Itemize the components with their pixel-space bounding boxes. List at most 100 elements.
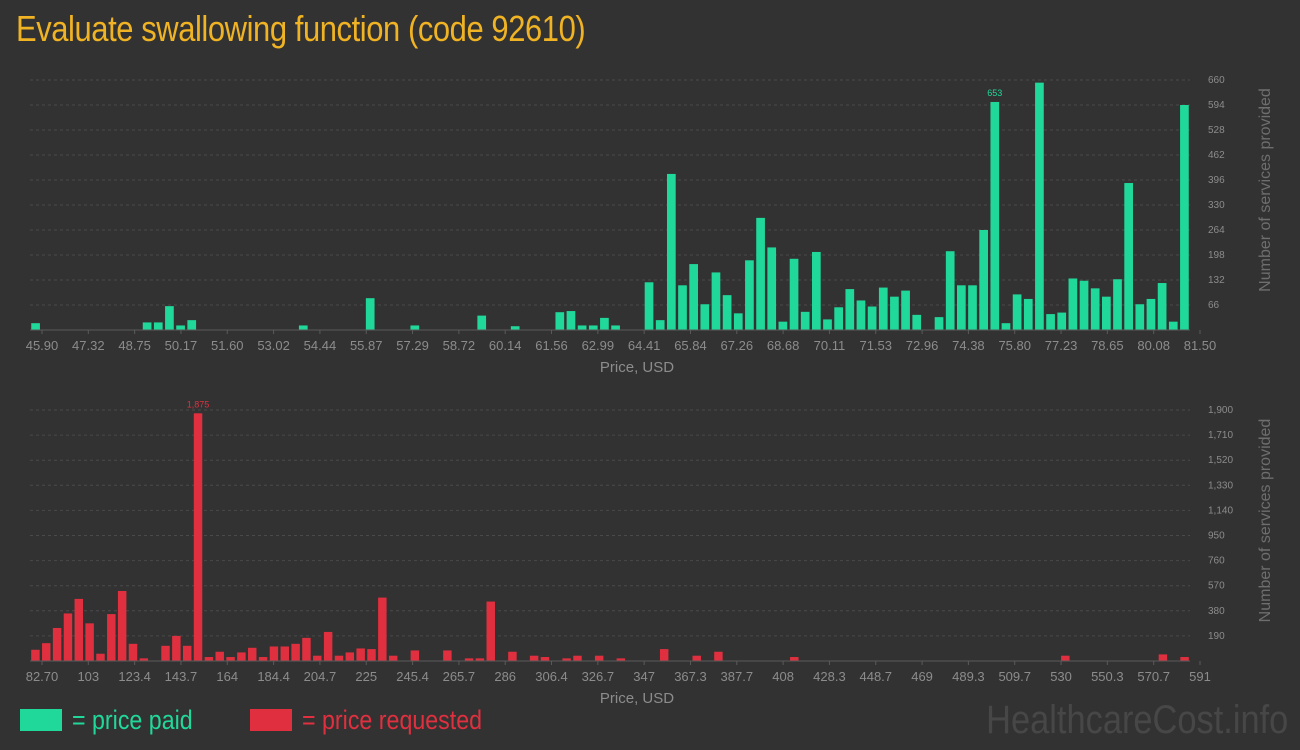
paid-bar <box>756 217 765 330</box>
paid-xtick-label: 80.08 <box>1137 338 1170 353</box>
paid-bar <box>956 285 966 330</box>
paid-xtick-label: 75.80 <box>998 338 1031 353</box>
paid-ytick-label: 462 <box>1208 150 1225 161</box>
paid-bar <box>31 323 40 330</box>
paid-bar <box>745 260 754 330</box>
paid-bar <box>678 285 687 330</box>
price-paid-chart: 66 132 198 264 330 396 462 528 594 660 653 45.90 47.… <box>26 75 1274 376</box>
requested-bar <box>31 649 40 661</box>
paid-bar <box>298 325 308 330</box>
requested-bar <box>193 413 203 661</box>
paid-bar <box>477 315 487 330</box>
paid-xtick-label: 64.41 <box>628 338 661 353</box>
paid-xtick-label: 70.11 <box>814 338 846 353</box>
paid-xtick-label: 62.99 <box>582 338 615 353</box>
paid-ytick-label: 132 <box>1208 275 1225 286</box>
paid-bar <box>990 101 1000 330</box>
paid-bar <box>979 230 989 330</box>
paid-xtick-label: 54.44 <box>304 338 337 353</box>
paid-bar <box>823 319 832 330</box>
requested-xtick-label: 509.7 <box>998 669 1031 684</box>
paid-bar <box>176 325 185 330</box>
paid-ytick-label: 660 <box>1208 75 1225 86</box>
paid-bar <box>1124 183 1134 330</box>
paid-xtick-label: 71.53 <box>859 338 892 353</box>
requested-bar <box>269 646 279 661</box>
paid-bar <box>153 322 163 330</box>
requested-bar <box>237 652 246 661</box>
requested-bar <box>204 657 214 661</box>
requested-bar <box>107 614 116 661</box>
paid-ytick-label: 66 <box>1208 300 1220 311</box>
paid-bar <box>722 295 732 330</box>
requested-bar <box>215 651 224 661</box>
legend-paid-swatch <box>20 709 62 731</box>
paid-bar <box>644 282 654 330</box>
paid-bar <box>1035 82 1044 330</box>
paid-xtick-label: 74.38 <box>952 338 985 353</box>
requested-bar <box>529 655 539 661</box>
paid-bar <box>1135 304 1145 330</box>
requested-ytick-label: 570 <box>1208 581 1225 592</box>
paid-xtick-label: 72.96 <box>906 338 939 353</box>
paid-ytick-label: 594 <box>1208 100 1225 111</box>
requested-bar <box>714 651 723 661</box>
requested-xtick-label: 550.3 <box>1091 669 1124 684</box>
paid-bar <box>566 311 576 330</box>
requested-bar <box>226 657 235 661</box>
paid-bar <box>588 325 598 330</box>
requested-bar <box>486 601 495 661</box>
price-requested-chart: 190 380 570 760 950 1,140 1,330 1,520 1,710 1,900… <box>26 399 1274 707</box>
paid-xtick-label: 50.17 <box>165 338 198 353</box>
paid-xtick-label: 58.72 <box>443 338 476 353</box>
requested-bar <box>74 598 84 661</box>
paid-bar <box>867 306 877 330</box>
paid-bar <box>611 325 620 330</box>
paid-bar <box>811 251 821 330</box>
legend-requested-label: = price requested <box>302 704 483 735</box>
requested-bar <box>248 647 257 661</box>
paid-bar <box>767 247 777 330</box>
paid-bar <box>165 306 174 330</box>
page-title: Evaluate swallowing function (code 92610… <box>16 8 586 49</box>
requested-bar <box>508 651 517 661</box>
paid-bar <box>1068 278 1078 330</box>
requested-xtick-label: 469 <box>911 669 933 684</box>
requested-xtick-label: 326.7 <box>582 669 615 684</box>
requested-bar <box>258 657 268 661</box>
paid-ytick-label: 264 <box>1208 225 1225 236</box>
requested-xtick-label: 184.4 <box>257 669 290 684</box>
requested-xtick-label: 164 <box>216 669 238 684</box>
paid-bar <box>577 325 587 330</box>
paid-bar <box>510 326 520 330</box>
paid-xtick-label: 61.56 <box>535 338 568 353</box>
paid-bar <box>834 307 844 330</box>
requested-bar <box>573 655 582 661</box>
paid-xtick-label: 57.29 <box>396 338 429 353</box>
requested-bar <box>443 650 452 661</box>
requested-xtick-label: 408 <box>772 669 794 684</box>
paid-bar <box>711 272 721 330</box>
requested-bar <box>161 645 170 661</box>
paid-bar <box>800 311 810 330</box>
paid-xtick-label: 77.23 <box>1045 338 1078 353</box>
requested-bar <box>356 648 365 661</box>
requested-bar <box>1061 655 1070 661</box>
paid-bar <box>733 313 743 330</box>
paid-peak-label: 653 <box>987 88 1002 98</box>
paid-bar <box>945 251 955 330</box>
requested-yaxis-label: Number of services provided <box>1257 419 1274 623</box>
requested-bar <box>128 643 138 661</box>
requested-bar <box>475 658 485 661</box>
requested-bar <box>378 597 387 661</box>
requested-ytick-label: 1,900 <box>1208 405 1233 416</box>
paid-bar <box>555 312 565 330</box>
paid-bar <box>934 317 944 330</box>
requested-bar <box>464 658 474 661</box>
requested-xtick-label: 123.4 <box>118 669 151 684</box>
requested-bar <box>52 627 62 661</box>
requested-bar <box>594 655 604 661</box>
paid-bar <box>1101 296 1111 330</box>
paid-bar <box>600 317 609 330</box>
paid-xtick-label: 48.75 <box>118 338 151 353</box>
